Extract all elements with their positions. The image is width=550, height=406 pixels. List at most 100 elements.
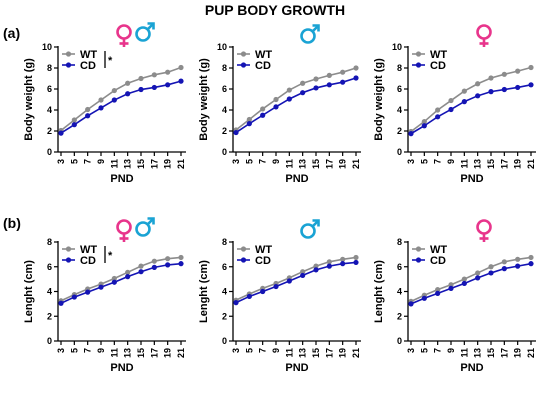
data-point-cd	[435, 290, 441, 296]
female-symbol-ring	[476, 24, 492, 40]
data-point-wt	[246, 116, 252, 123]
y-tick-label: 8	[222, 63, 227, 73]
y-tick-label: 2	[397, 126, 402, 136]
y-tick-label: 0	[397, 336, 402, 346]
x-tick-label: 3	[231, 348, 241, 353]
legend-marker-cd	[65, 62, 72, 68]
x-tick-label: 5	[69, 348, 79, 353]
y-tick-label: 4	[47, 105, 52, 115]
male-symbol-arrow	[312, 24, 320, 32]
data-point-cd	[448, 285, 454, 292]
data-point-wt	[138, 263, 144, 269]
legend-label-cd: CD	[255, 255, 271, 267]
legend-label-cd: CD	[430, 60, 446, 72]
x-tick-label: 3	[56, 159, 66, 164]
series-line-wt	[410, 66, 532, 133]
data-point-cd	[286, 96, 292, 102]
y-axis-label: Lenght (cm)	[198, 260, 210, 323]
data-point-cd	[326, 263, 332, 269]
male-symbol-icon	[300, 24, 320, 44]
x-tick-label: 19	[163, 348, 173, 358]
data-point-cd	[448, 106, 454, 113]
y-tick-label: 10	[392, 42, 402, 52]
data-point-cd	[461, 280, 467, 287]
legend-marker-cd	[65, 257, 72, 263]
y-tick-label: 4	[222, 105, 227, 115]
x-tick-label: 19	[338, 159, 348, 169]
data-point-wt	[286, 87, 292, 93]
x-tick-label: 7	[83, 159, 93, 164]
x-tick-label: 15	[136, 348, 146, 358]
x-tick-label: 11	[109, 159, 119, 169]
y-tick-label: 0	[397, 147, 402, 157]
x-tick-label: 13	[298, 159, 308, 169]
data-point-cd	[300, 272, 306, 279]
data-point-cd	[58, 300, 64, 306]
data-point-cd	[178, 78, 184, 84]
data-point-cd	[461, 99, 467, 105]
legend-marker-wt	[240, 246, 247, 252]
data-point-wt	[326, 72, 332, 78]
data-point-wt	[178, 64, 184, 71]
series-line-cd	[60, 80, 182, 134]
x-tick-label: 11	[284, 348, 294, 358]
data-point-cd	[178, 261, 184, 267]
x-tick-label: 13	[473, 159, 483, 169]
significance-star: *	[108, 55, 113, 67]
x-tick-label: 13	[298, 348, 308, 358]
data-point-wt	[421, 118, 427, 125]
x-tick-label: 15	[486, 159, 496, 169]
x-tick-label: 11	[284, 159, 294, 169]
data-point-wt	[300, 269, 306, 275]
y-axis-label: Body weight (g)	[373, 58, 385, 141]
data-point-cd	[421, 123, 427, 129]
male-symbol-ring	[300, 28, 316, 44]
data-point-wt	[475, 81, 481, 87]
y-tick-label: 4	[397, 287, 402, 297]
data-point-cd	[85, 113, 91, 119]
x-tick-label: 21	[351, 159, 361, 169]
x-axis-label: PND	[285, 362, 308, 374]
x-tick-label: 9	[446, 159, 456, 164]
series-line-wt	[410, 256, 532, 303]
data-point-wt	[501, 259, 507, 265]
y-tick-label: 0	[47, 336, 52, 346]
x-tick-label: 9	[96, 348, 106, 353]
data-point-cd	[340, 261, 346, 267]
y-tick-label: 8	[47, 63, 52, 73]
series-line-wt	[60, 66, 182, 132]
male-symbol-shaft	[311, 25, 319, 33]
data-point-cd	[313, 267, 319, 273]
data-point-wt	[340, 256, 346, 262]
data-point-wt	[165, 69, 171, 75]
male-symbol-ring	[135, 221, 151, 237]
data-point-cd	[286, 278, 292, 284]
legend-label-wt: WT	[80, 49, 97, 61]
x-axis-label: PND	[460, 362, 483, 374]
x-tick-label: 9	[96, 159, 106, 164]
data-point-cd	[58, 130, 64, 136]
data-point-cd	[488, 89, 494, 95]
x-tick-label: 3	[56, 348, 66, 353]
series-line-wt	[60, 256, 182, 302]
data-point-wt	[448, 282, 454, 288]
data-point-cd	[151, 264, 157, 270]
y-tick-label: 4	[397, 105, 402, 115]
x-tick-label: 19	[513, 348, 523, 358]
x-tick-label: 9	[271, 348, 281, 353]
legend-marker-wt	[240, 51, 247, 57]
female-symbol-icon	[116, 219, 132, 242]
male-symbol-arrow	[147, 217, 155, 225]
y-tick-label: 0	[222, 336, 227, 346]
data-point-cd	[246, 293, 252, 300]
data-point-wt	[151, 258, 157, 264]
y-tick-label: 8	[397, 237, 402, 247]
legend-label-wt: WT	[255, 244, 272, 256]
data-point-cd	[273, 283, 279, 290]
y-tick-label: 4	[47, 287, 52, 297]
y-tick-label: 6	[397, 262, 402, 272]
